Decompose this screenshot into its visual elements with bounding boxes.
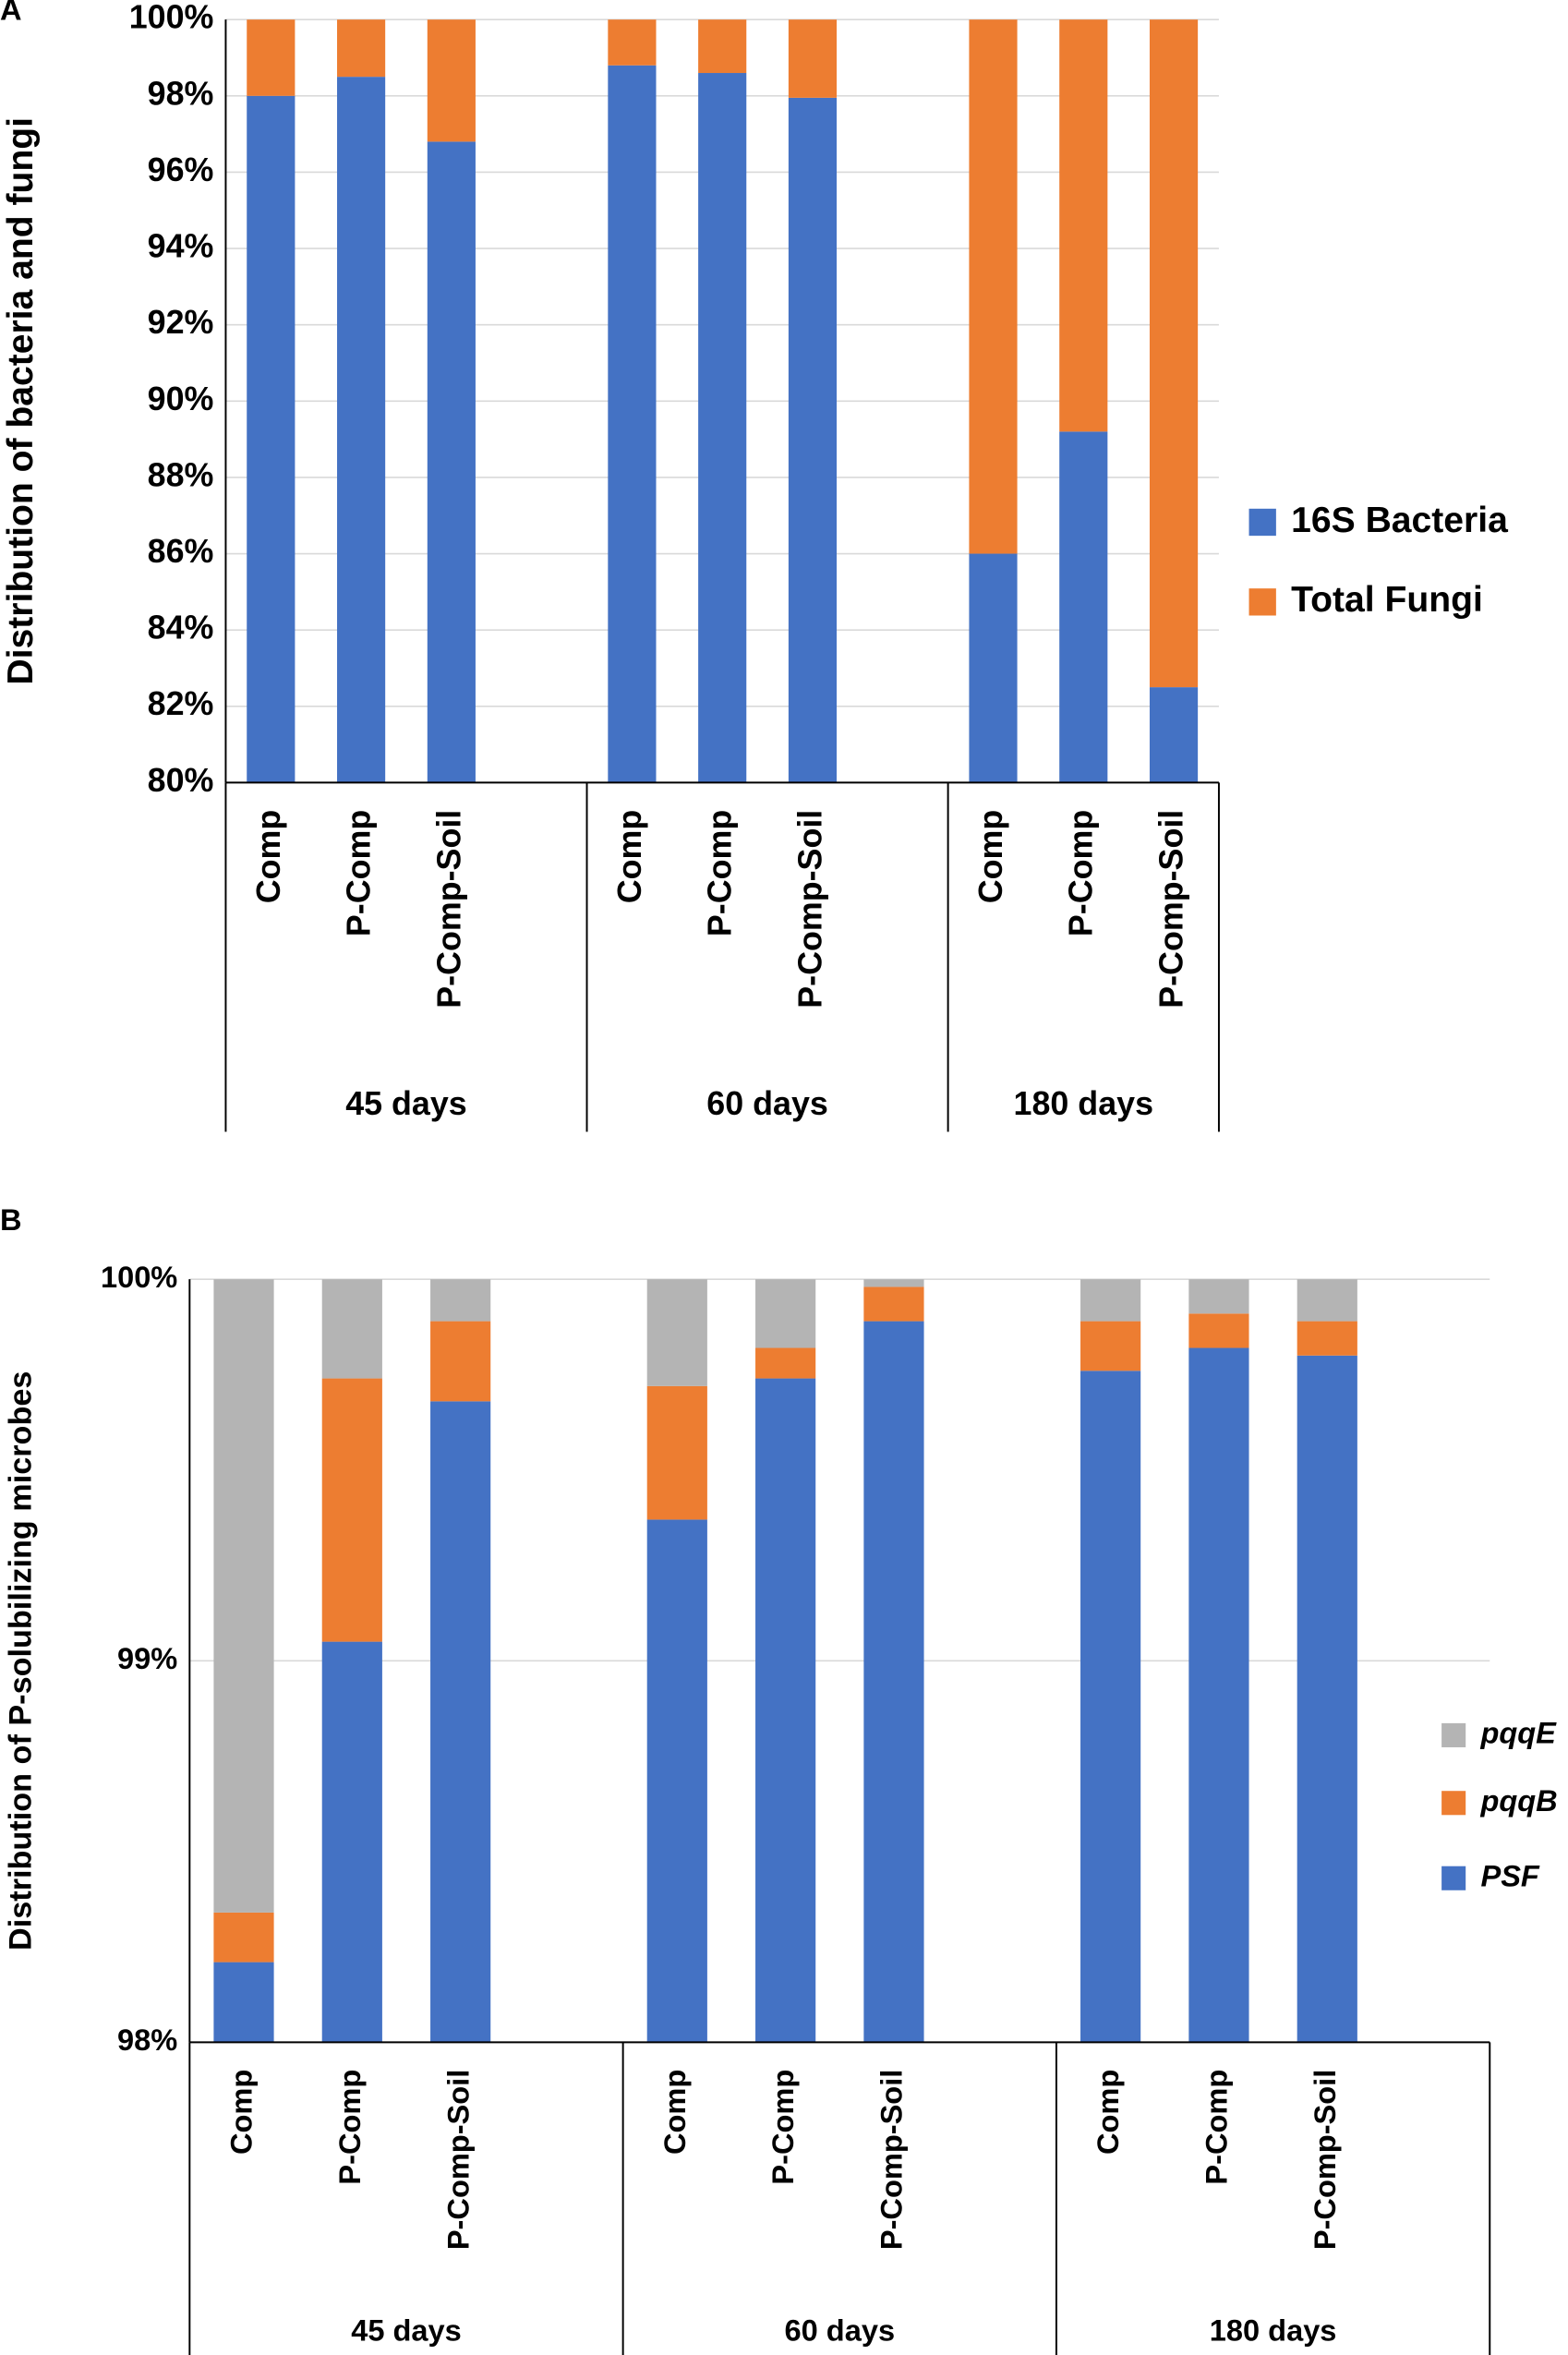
bar-segment bbox=[863, 1321, 924, 2043]
legend-label: PSF bbox=[1480, 1858, 1539, 1892]
legend-label: Total Fungi bbox=[1291, 580, 1483, 620]
bar-segment bbox=[321, 1279, 382, 1379]
bar-segment bbox=[430, 1321, 491, 1402]
bar-segment bbox=[698, 73, 747, 783]
bar-segment bbox=[247, 95, 296, 783]
legend-label: pqqB bbox=[1479, 1783, 1557, 1818]
bar-segment bbox=[321, 1641, 382, 2043]
y-tick-label: 84% bbox=[148, 610, 214, 646]
bar-segment bbox=[788, 19, 838, 98]
bar-segment bbox=[213, 1962, 274, 2043]
bar-segment bbox=[863, 1279, 924, 1287]
y-tick-label: 96% bbox=[148, 151, 214, 188]
x-tick-label: P-Comp bbox=[766, 2070, 800, 2185]
bar-segment bbox=[1080, 1321, 1141, 1371]
bar-segment bbox=[1149, 687, 1199, 783]
bar-segment bbox=[213, 1279, 274, 1913]
legend-label: pqqE bbox=[1479, 1716, 1557, 1750]
x-tick-label: P-Comp bbox=[341, 810, 378, 936]
x-tick-label: Comp bbox=[657, 2070, 692, 2155]
x-tick-label: P-Comp-Soil bbox=[874, 2070, 909, 2250]
y-tick-label: 98% bbox=[117, 2023, 177, 2057]
legend-swatch bbox=[1441, 1866, 1466, 1890]
bar-segment bbox=[1188, 1313, 1249, 1348]
bar-segment bbox=[608, 19, 657, 66]
y-axis-label: Distribution of P-solubilizing microbes bbox=[3, 1371, 38, 1950]
bar-segment bbox=[247, 19, 296, 96]
bar-segment bbox=[608, 65, 657, 783]
group-label: 45 days bbox=[345, 1085, 467, 1122]
panel-label: B bbox=[0, 1202, 22, 1237]
legend-swatch bbox=[1248, 508, 1276, 537]
legend-swatch bbox=[1441, 1791, 1466, 1816]
x-tick-label: P-Comp-Soil bbox=[791, 810, 828, 1008]
bar-segment bbox=[1297, 1321, 1357, 1356]
y-tick-label: 90% bbox=[148, 380, 214, 417]
x-tick-label: P-Comp bbox=[332, 2070, 367, 2185]
group-label: 45 days bbox=[351, 2313, 462, 2347]
bar-segment bbox=[213, 1912, 274, 1962]
bar-segment bbox=[1059, 19, 1108, 432]
bar-segment bbox=[646, 1279, 707, 1386]
group-label: 60 days bbox=[785, 2313, 896, 2347]
x-tick-label: Comp bbox=[1091, 2070, 1125, 2155]
y-tick-label: 82% bbox=[148, 685, 214, 722]
bar-segment bbox=[1188, 1279, 1249, 1314]
x-tick-label: Comp bbox=[250, 810, 287, 904]
y-tick-label: 92% bbox=[148, 304, 214, 341]
group-label: 60 days bbox=[706, 1085, 828, 1122]
x-tick-label: Comp bbox=[972, 810, 1009, 904]
x-tick-label: Comp bbox=[611, 810, 648, 904]
bar-segment bbox=[698, 19, 747, 74]
bar-segment bbox=[427, 19, 476, 142]
bar-segment bbox=[1297, 1279, 1357, 1322]
y-tick-label: 99% bbox=[117, 1641, 177, 1675]
x-tick-label: P-Comp-Soil bbox=[440, 2070, 475, 2250]
bar-segment bbox=[755, 1378, 816, 2043]
y-axis-label: Distribution of bacteria and fungi bbox=[1, 117, 41, 685]
bar-segment bbox=[863, 1286, 924, 1322]
x-tick-label: P-Comp bbox=[1063, 810, 1100, 936]
x-tick-label: P-Comp-Soil bbox=[430, 810, 467, 1008]
y-tick-label: 100% bbox=[129, 0, 214, 36]
legend-swatch bbox=[1248, 588, 1276, 616]
bar-segment bbox=[337, 77, 386, 783]
bar-segment bbox=[755, 1279, 816, 1348]
bar-segment bbox=[969, 19, 1018, 554]
x-tick-label: P-Comp bbox=[702, 810, 739, 936]
legend-label: 16S Bacteria bbox=[1291, 501, 1508, 540]
bar-segment bbox=[755, 1347, 816, 1379]
bar-segment bbox=[427, 141, 476, 783]
x-tick-label: Comp bbox=[224, 2070, 259, 2155]
bar-segment bbox=[430, 1279, 491, 1322]
bar-segment bbox=[321, 1378, 382, 1642]
y-tick-label: 86% bbox=[148, 533, 214, 570]
x-tick-label: P-Comp-Soil bbox=[1153, 810, 1190, 1008]
y-tick-label: 88% bbox=[148, 456, 214, 493]
legend-swatch bbox=[1441, 1722, 1466, 1747]
bar-segment bbox=[430, 1401, 491, 2043]
y-tick-label: 80% bbox=[148, 762, 214, 799]
bar-segment bbox=[788, 97, 838, 783]
group-label: 180 days bbox=[1210, 2313, 1337, 2347]
group-label: 180 days bbox=[1014, 1085, 1153, 1122]
y-tick-label: 98% bbox=[148, 75, 214, 112]
bar-segment bbox=[337, 19, 386, 78]
bar-segment bbox=[1297, 1355, 1357, 2043]
bar-segment bbox=[646, 1519, 707, 2043]
bar-segment bbox=[1080, 1371, 1141, 2043]
x-tick-label: P-Comp bbox=[1200, 2070, 1234, 2185]
bar-segment bbox=[1080, 1279, 1141, 1322]
bar-segment bbox=[969, 553, 1018, 783]
bar-segment bbox=[1188, 1347, 1249, 2043]
panel-label: A bbox=[0, 0, 22, 27]
y-tick-label: 94% bbox=[148, 228, 214, 265]
y-tick-label: 100% bbox=[101, 1260, 177, 1294]
bar-segment bbox=[1149, 19, 1199, 688]
x-tick-label: P-Comp-Soil bbox=[1308, 2070, 1342, 2250]
bar-segment bbox=[1059, 431, 1108, 783]
bar-segment bbox=[646, 1385, 707, 1520]
